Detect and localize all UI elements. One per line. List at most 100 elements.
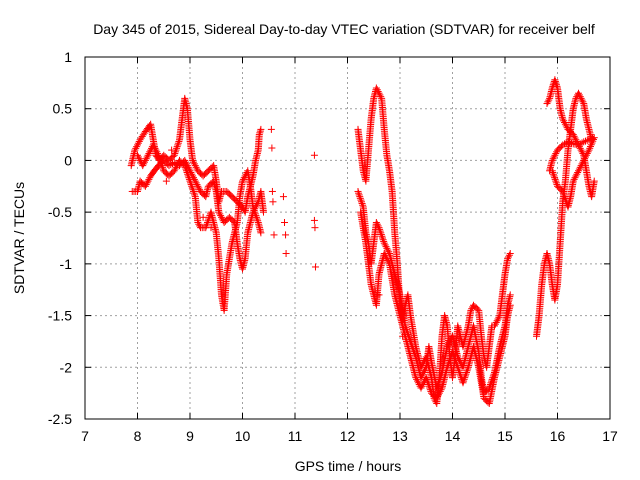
data-point [135,155,143,163]
data-point [372,218,380,226]
data-point [183,168,191,176]
data-point [170,151,178,159]
data-point [250,205,258,213]
data-point [419,370,427,378]
data-point [143,179,151,187]
data-point [173,143,181,151]
data-point [260,208,267,216]
data-point [195,184,203,192]
axis-ticks [84,56,611,420]
data-point [144,177,152,185]
data-point [249,203,257,211]
y-tick-labels: 1 0.5 0 -0.5 -1 -1.5 -2 -2.5 [48,49,72,427]
data-point [379,236,387,244]
data-point [150,143,158,151]
data-point [142,155,150,163]
data-point [256,127,264,135]
data-point [378,232,386,240]
data-point [185,174,193,182]
data-point [144,151,152,159]
data-point [134,151,141,159]
data-point [140,160,148,168]
data-point [384,246,392,254]
chart-title: Day 345 of 2015, Sidereal Day-to-day VTE… [93,21,595,37]
data-point [173,162,181,170]
data-point [143,153,151,161]
data-point [493,317,501,325]
data-point [187,179,195,187]
data-point [156,156,164,164]
data-point [385,248,393,256]
x-tick-label: 9 [186,428,194,444]
data-point [373,86,381,94]
data-point [380,237,388,245]
data-point [182,165,190,173]
data-point [376,225,384,233]
data-point [134,139,142,147]
data-point [181,162,189,170]
data-point [189,156,197,164]
data-point [505,253,512,261]
x-tick-label: 11 [288,428,303,444]
x-tick-label: 15 [497,428,513,444]
data-point [491,322,498,330]
x-tick-label: 17 [602,428,618,444]
data-point [174,139,182,147]
data-point [356,193,364,201]
data-point [467,306,475,314]
data-point [421,365,429,373]
data-point [250,206,258,214]
data-point [253,213,260,221]
x-tick-labels: 7 8 9 10 11 12 13 14 15 16 17 [81,428,618,444]
data-point [156,155,164,163]
data-point [355,191,363,199]
data-point [473,305,481,313]
data-point [356,194,364,202]
data-point [381,241,389,249]
data-point [192,163,200,171]
data-point [149,141,157,149]
data-point [376,91,384,99]
data-point [215,208,223,216]
data-point [155,153,163,161]
data-point [132,144,140,152]
data-point [187,181,195,189]
data-point [355,189,363,197]
data-point [373,220,381,228]
data-point [421,367,428,375]
data-point [190,189,198,197]
data-point [141,158,148,166]
data-point [134,141,141,149]
data-point [239,177,246,185]
data-point [375,89,383,97]
data-point [141,156,149,164]
data-point [133,143,141,151]
data-point [202,222,210,230]
data-point [157,158,165,166]
data-point [377,93,385,101]
data-point [146,174,154,182]
data-point [184,170,192,178]
x-tick-label: 12 [340,428,356,444]
data-point [158,162,166,170]
data-point [153,148,161,156]
data-point [134,153,142,161]
data-markers [127,76,598,407]
data-point [189,186,197,194]
data-point [255,131,263,139]
x-tick-label: 10 [235,428,251,444]
data-point [184,172,192,180]
data-point [359,201,367,209]
data-point [142,181,150,189]
data-point [181,163,189,171]
y-tick-label: -2.5 [48,411,72,427]
data-point [172,163,180,171]
data-point [191,162,199,170]
data-point [253,215,261,223]
data-point [139,162,147,170]
y-axis-label: SDTVAR / TECUs [11,182,27,294]
data-point [174,141,182,149]
data-point [504,255,512,263]
data-point [217,212,225,220]
